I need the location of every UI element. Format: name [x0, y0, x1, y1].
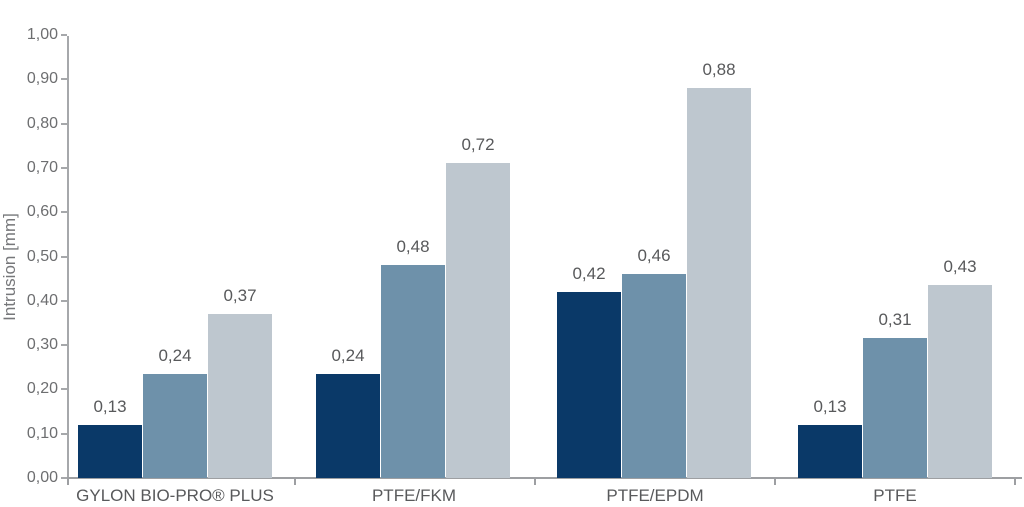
- bar-value-label: 0,31: [878, 310, 912, 330]
- bar-value-label: 0,48: [396, 237, 430, 257]
- bar-bar-2-1: [143, 373, 207, 478]
- y-tick-mark: [61, 34, 67, 36]
- category-label-1: GYLON BIO-PRO® PLUS: [76, 486, 274, 505]
- x-tick-mark: [774, 479, 776, 485]
- y-tick-label: 0,60: [26, 203, 58, 221]
- bar-value-label: 0,24: [331, 345, 365, 365]
- y-tick-label: 0,00: [26, 469, 58, 486]
- y-tick-label: 0,90: [26, 70, 58, 88]
- y-tick-label: 0,50: [26, 247, 58, 265]
- y-tick-mark: [61, 299, 67, 302]
- y-tick-mark: [61, 388, 67, 391]
- x-tick-mark: [534, 479, 536, 485]
- y-tick-mark: [61, 166, 67, 169]
- bar-value-label: 0,42: [572, 263, 606, 283]
- bar-value-label: 0,88: [702, 60, 736, 80]
- y-tick-label: 0,40: [26, 291, 58, 309]
- y-tick-label: 0,30: [26, 336, 58, 354]
- y-tick-label: 0,20: [26, 380, 58, 398]
- bar-value-label: 0,13: [93, 396, 127, 416]
- bar-bar-2-3: [622, 274, 686, 478]
- bar-bar-1-2: [316, 373, 380, 478]
- bar-bar-3-1: [208, 314, 272, 478]
- bar-bar-3-2: [446, 163, 510, 478]
- bar-value-label: 0,13: [813, 396, 847, 416]
- y-tick-mark: [61, 211, 67, 214]
- bar-bar-3-3: [687, 88, 751, 478]
- bar-bar-2-4: [863, 338, 927, 478]
- bar-value-label: 0,72: [461, 135, 495, 155]
- y-tick-mark: [61, 122, 67, 125]
- y-tick-label: 0,70: [26, 158, 58, 176]
- x-axis-baseline: [62, 477, 1022, 479]
- y-tick-label: 0,80: [26, 114, 58, 132]
- bar-bar-3-4: [928, 285, 992, 478]
- x-tick-mark: [294, 479, 296, 485]
- y-tick-mark: [61, 78, 67, 81]
- category-label-2: PTFE/FKM: [371, 486, 457, 505]
- x-tick-mark: [67, 479, 69, 485]
- y-tick-mark: [61, 344, 67, 347]
- category-label-3: PTFE/EPDM: [606, 486, 704, 505]
- y-tick-label: 0,10: [26, 424, 58, 442]
- bar-bar-2-2: [381, 265, 445, 478]
- bar-bar-1-4: [798, 424, 862, 478]
- category-label-4: PTFE: [873, 486, 917, 505]
- y-tick-mark: [61, 255, 67, 258]
- y-axis-line: [67, 36, 69, 478]
- bar-value-label: 0,46: [637, 246, 671, 266]
- bar-bar-1-3: [557, 291, 621, 478]
- bar-value-label: 0,24: [158, 345, 192, 365]
- y-tick-mark: [61, 432, 67, 435]
- y-tick-label: 1,00: [26, 26, 58, 43]
- x-tick-mark: [1014, 479, 1016, 485]
- bar-value-label: 0,37: [223, 286, 257, 306]
- bar-bar-1-1: [78, 424, 142, 478]
- bar-value-label: 0,43: [943, 257, 977, 277]
- y-tick-mark: [61, 477, 67, 479]
